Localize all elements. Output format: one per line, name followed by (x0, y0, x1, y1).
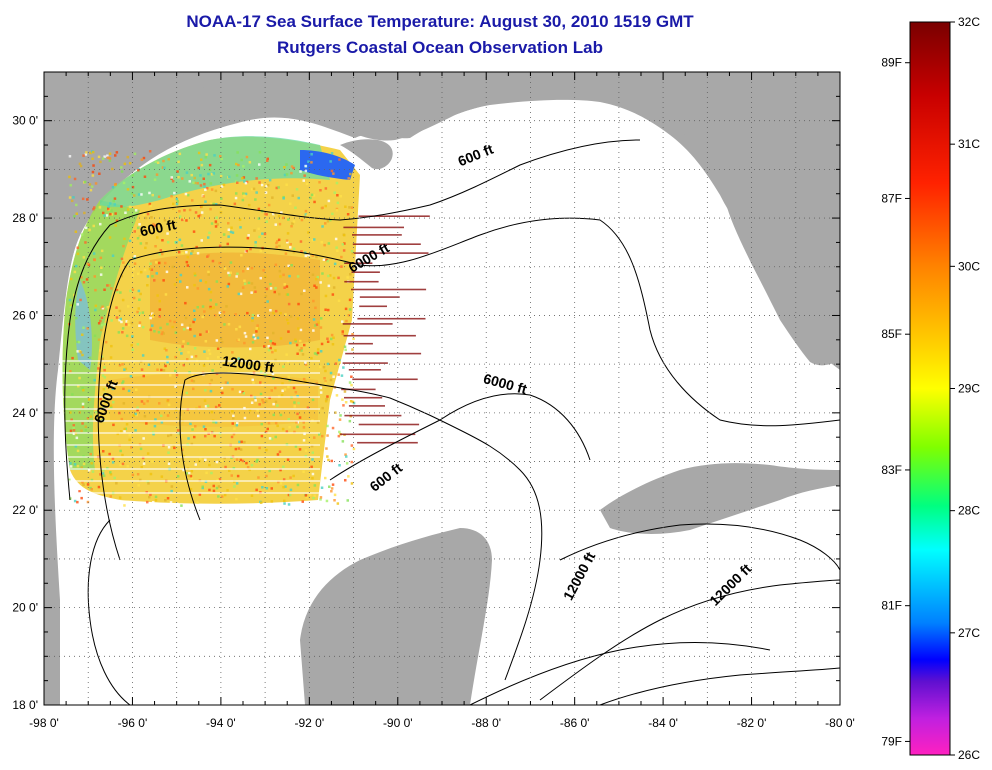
map-title: NOAA-17 Sea Surface Temperature: August … (186, 12, 694, 31)
colorbar-fahrenheit-label: 87F (881, 191, 902, 205)
colorbar-celsius-label: 28C (958, 504, 980, 518)
lon-tick-label: -98 0' (29, 716, 59, 730)
lon-tick-label: -88 0' (471, 716, 501, 730)
colorbar-celsius-label: 31C (958, 137, 980, 151)
lat-tick-label: 24 0' (12, 406, 38, 420)
colorbar-fahrenheit-label: 85F (881, 327, 902, 341)
lat-tick-label: 30 0' (12, 114, 38, 128)
lon-tick-label: -94 0' (206, 716, 236, 730)
lat-tick-label: 28 0' (12, 211, 38, 225)
lon-tick-label: -90 0' (383, 716, 413, 730)
lon-tick-label: -96 0' (118, 716, 148, 730)
lat-lon-grid (44, 72, 840, 705)
lat-tick-label: 26 0' (12, 308, 38, 322)
lon-tick-label: -84 0' (648, 716, 678, 730)
colorbar-celsius-label: 30C (958, 259, 980, 273)
colorbar-celsius-label: 27C (958, 626, 980, 640)
lon-tick-label: -92 0' (295, 716, 325, 730)
colorbar-celsius-label: 32C (958, 15, 980, 29)
cuba-land (600, 463, 840, 534)
map-subtitle: Rutgers Coastal Ocean Observation Lab (277, 38, 603, 57)
mexico-land (44, 72, 245, 705)
contour-label: 600 ft (138, 216, 177, 239)
contour-label: 12000 ft (221, 353, 275, 376)
lat-tick-label: 18 0' (12, 698, 38, 712)
yucatan-land (300, 528, 492, 705)
delta-land (340, 139, 393, 170)
colorbar (909, 21, 951, 756)
us-gulf-land (180, 72, 640, 141)
bathymetry-contours (64, 139, 840, 705)
colorbar-celsius-label: 26C (958, 748, 980, 762)
colorbar-fahrenheit-label: 81F (881, 599, 902, 613)
colorbar-fahrenheit-label: 79F (881, 734, 902, 748)
colorbar-celsius-label: 29C (958, 382, 980, 396)
colorbar-fahrenheit-label: 89F (881, 56, 902, 70)
lon-tick-label: -82 0' (737, 716, 767, 730)
lat-tick-label: 20 0' (12, 601, 38, 615)
colorbar-fahrenheit-label: 83F (881, 463, 902, 477)
lon-tick-label: -80 0' (825, 716, 855, 730)
lat-tick-label: 22 0' (12, 503, 38, 517)
sst-swath (60, 136, 430, 507)
florida-land (640, 72, 840, 366)
lon-tick-label: -86 0' (560, 716, 590, 730)
